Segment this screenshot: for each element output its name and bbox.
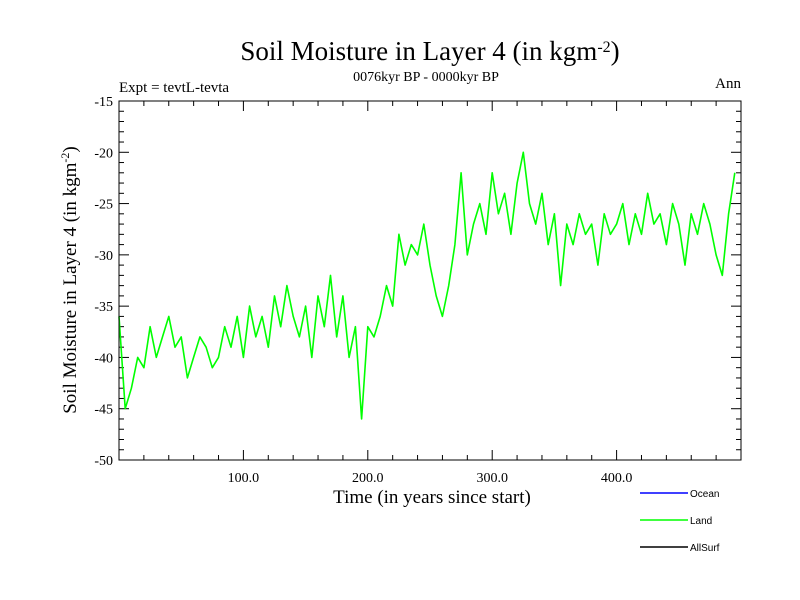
legend-label-ocean: Ocean <box>690 489 719 500</box>
x-tick-label: 200.0 <box>352 471 384 486</box>
legend-label-land: Land <box>690 516 712 527</box>
x-tick-label: 300.0 <box>476 471 508 486</box>
x-tick-label: 400.0 <box>601 471 633 486</box>
x-tick-label: 100.0 <box>228 471 260 486</box>
y-tick-label: -15 <box>94 95 113 110</box>
season-label: Ann <box>715 76 741 92</box>
experiment-label: Expt = tevtL-tevta <box>119 80 229 96</box>
y-tick-label: -30 <box>94 249 113 264</box>
series-line-land <box>118 151 736 420</box>
y-axis-label: Soil Moisture in Layer 4 (in kgm-2) <box>58 146 81 414</box>
y-tick-label: -20 <box>94 146 113 161</box>
plot-frame <box>118 100 742 461</box>
plot-area: 100.0 200.0 300.0 400.0 -50 -45 -40 -35 -30 -25 -2… <box>94 95 741 486</box>
chart-title: Soil Moisture in Layer 4 (in kgm-2) <box>240 36 619 66</box>
legend-label-allsurf: AllSurf <box>690 543 720 554</box>
legend: Ocean Land AllSurf <box>640 489 720 554</box>
y-tick-label: -50 <box>94 454 113 469</box>
y-tick-label: -45 <box>94 403 113 418</box>
y-tick-label: -40 <box>94 351 113 366</box>
chart-subtitle: 0076kyr BP - 0000kyr BP <box>353 70 499 85</box>
y-tick-label: -25 <box>94 198 113 213</box>
y-tick-label: -35 <box>94 300 113 315</box>
x-axis-label: Time (in years since start) <box>333 487 531 508</box>
